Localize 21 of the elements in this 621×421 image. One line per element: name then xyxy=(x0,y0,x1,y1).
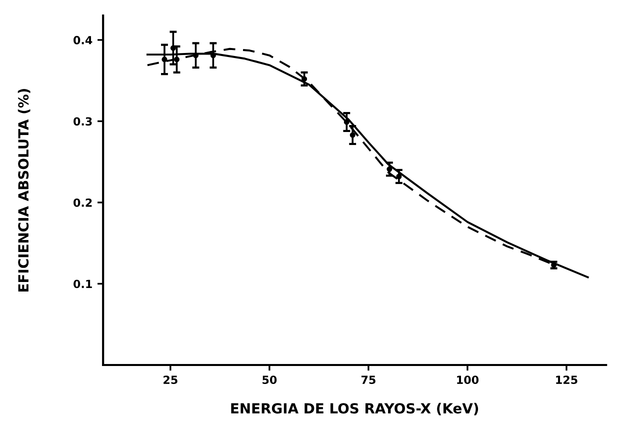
y-tick-label: 0.4 xyxy=(74,36,92,44)
point xyxy=(162,56,168,62)
x-tick-label: 125 xyxy=(556,376,578,384)
x-tick-label: 25 xyxy=(164,376,178,384)
x-tick-label: 75 xyxy=(361,376,376,384)
x-tick-label: 100 xyxy=(457,376,479,384)
y-tick-label: 0.2 xyxy=(74,198,92,207)
point xyxy=(174,56,180,62)
point xyxy=(210,52,216,58)
point xyxy=(344,119,350,125)
x-tick-label: 50 xyxy=(262,376,277,384)
point xyxy=(192,52,199,58)
point xyxy=(302,76,308,82)
point xyxy=(396,174,402,180)
point xyxy=(386,166,392,172)
x-axis-title: ENERGIA DE LOS RAYOS-X (KeV) xyxy=(231,402,478,416)
point xyxy=(170,45,176,51)
y-axis-title: EFICIENCIA ABSOLUTA (%) xyxy=(18,89,30,292)
y-tick-label: 0.1 xyxy=(74,280,92,288)
y-tick-label: 0.3 xyxy=(74,117,92,126)
point xyxy=(350,132,356,138)
